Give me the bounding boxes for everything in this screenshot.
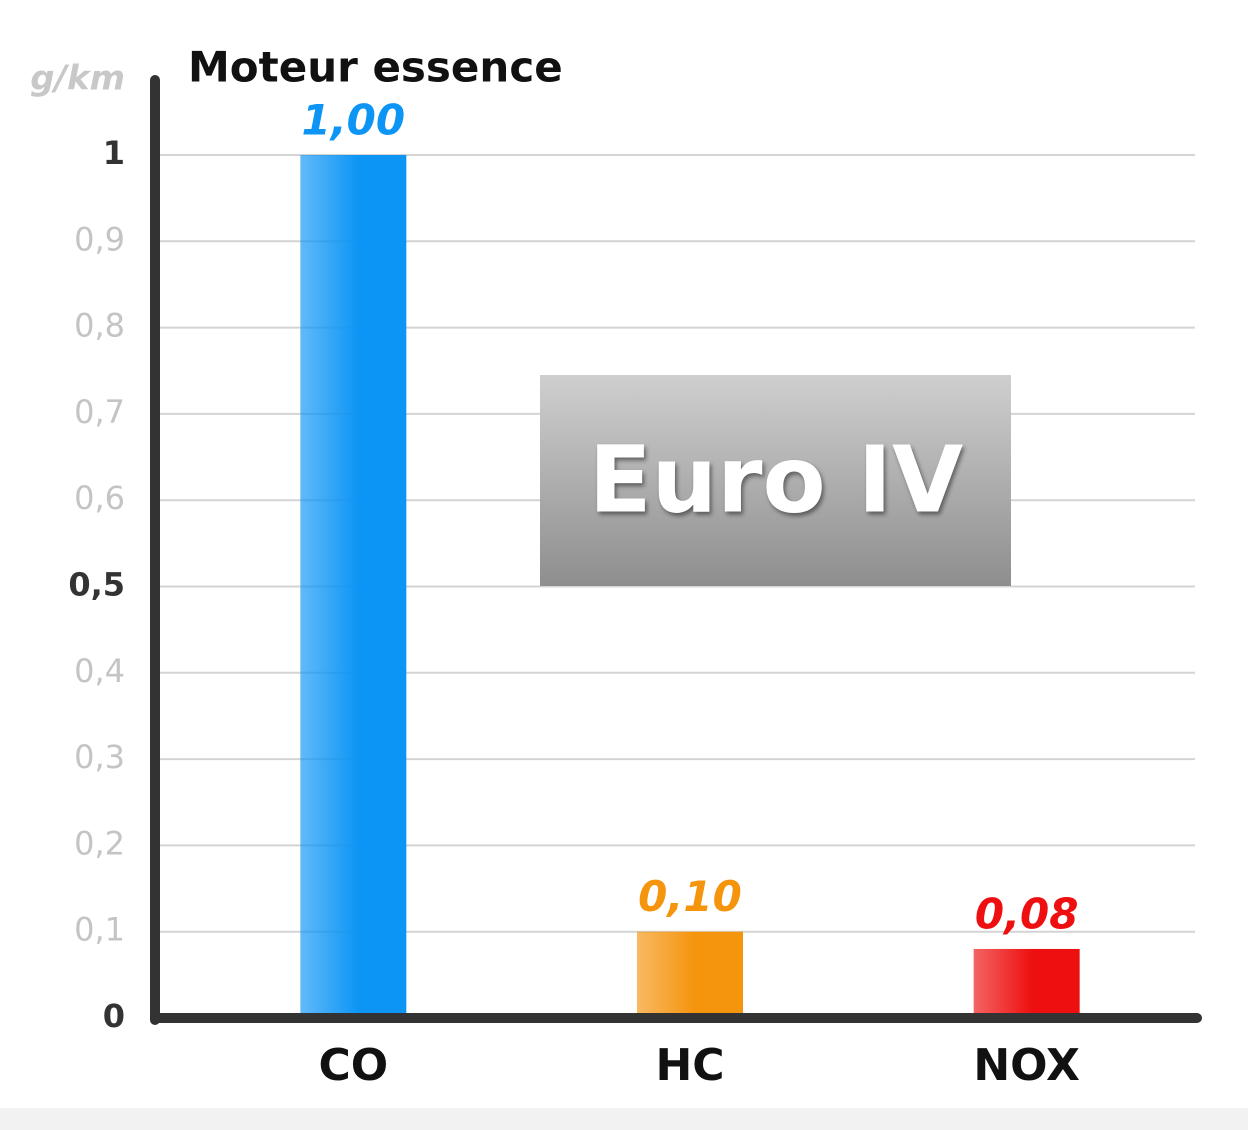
chart-title: Moteur essence	[188, 43, 563, 92]
y-tick-label: 0,2	[74, 824, 125, 862]
bar	[637, 931, 743, 1018]
y-tick-label: 0,5	[68, 566, 125, 604]
y-tick-label: 0,3	[74, 738, 125, 776]
y-tick-label: 0	[103, 997, 125, 1035]
value-label: 0,08	[975, 889, 1079, 938]
value-label: 1,00	[302, 96, 406, 145]
y-tick-label: 0,1	[74, 911, 125, 949]
bottom-band	[0, 1108, 1248, 1130]
bar	[973, 948, 1080, 1018]
y-tick-label: 0,9	[74, 220, 125, 258]
plot: 0 0,1 0,2 0,3 0,4 0,5 0,6 0,7 0,8 0,9 1 CO 1,00 HC 0,1…	[68, 96, 1195, 1091]
x-tick-label: NOX	[973, 1040, 1080, 1091]
annotation-box	[540, 375, 1011, 586]
y-tick-label: 0,6	[74, 479, 125, 517]
y-tick-label: 1	[103, 134, 125, 172]
x-tick-label: HC	[655, 1040, 724, 1091]
x-tick-label: CO	[318, 1040, 388, 1091]
y-tick-label: 0,7	[74, 393, 125, 431]
y-tick-label: 0,8	[74, 307, 125, 345]
annotation: Euro IV	[589, 426, 963, 533]
y-tick-label: 0,4	[74, 652, 125, 690]
value-label: 0,10	[638, 872, 742, 921]
y-unit: g/km	[30, 59, 125, 99]
bar	[300, 155, 407, 1018]
